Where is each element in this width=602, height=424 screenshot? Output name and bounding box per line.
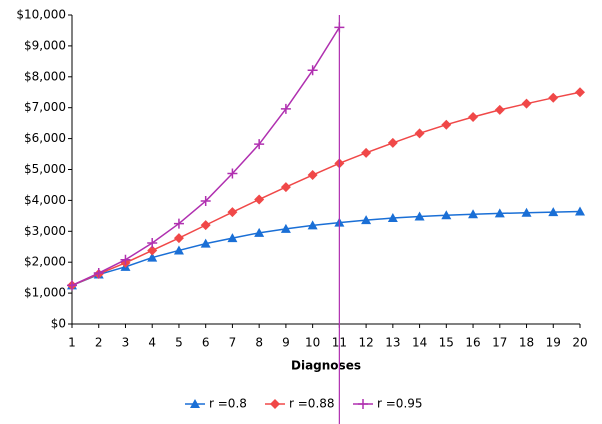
x-tick-label: 16	[465, 336, 480, 350]
y-tick-label: $6,000	[24, 131, 66, 145]
marker	[575, 87, 585, 98]
marker	[441, 119, 452, 130]
y-tick-label: $0	[51, 317, 66, 331]
y-tick-label: $8,000	[24, 69, 66, 83]
x-tick-label: 20	[572, 336, 587, 350]
marker	[414, 211, 425, 221]
marker	[254, 194, 265, 205]
marker	[548, 207, 559, 217]
x-tick-label: 13	[385, 336, 400, 350]
legend-marker	[270, 399, 280, 409]
x-tick-label: 17	[492, 336, 507, 350]
x-tick-label: 7	[229, 336, 237, 350]
x-tick-label: 5	[175, 336, 183, 350]
y-tick-label: $3,000	[24, 224, 66, 238]
marker	[575, 206, 585, 216]
marker	[147, 245, 158, 256]
series-line	[71, 91, 581, 287]
marker	[494, 104, 505, 115]
marker	[227, 168, 238, 179]
legend-label: r =0.8	[209, 397, 247, 411]
x-tick-label: 8	[255, 336, 263, 350]
x-tick-label: 12	[358, 336, 373, 350]
marker	[521, 207, 532, 217]
y-tick-label: $10,000	[16, 8, 66, 22]
marker	[173, 245, 184, 255]
marker	[227, 207, 238, 218]
legend-label: r =0.88	[289, 397, 335, 411]
marker	[200, 220, 211, 231]
x-tick-label: 4	[148, 336, 156, 350]
y-tick-label: $1,000	[24, 286, 66, 300]
legend-marker	[358, 399, 368, 409]
series-line	[71, 210, 581, 287]
x-tick-label: 6	[202, 336, 210, 350]
marker	[441, 210, 452, 220]
marker	[307, 220, 318, 230]
marker	[173, 233, 184, 244]
marker	[227, 233, 238, 243]
marker	[521, 98, 532, 109]
x-axis-label: Diagnoses	[291, 359, 361, 373]
x-tick-label: 9	[282, 336, 290, 350]
marker	[200, 238, 211, 248]
marker	[120, 254, 131, 265]
y-tick-label: $7,000	[24, 100, 66, 114]
marker	[307, 170, 318, 181]
marker	[147, 252, 158, 262]
marker	[280, 103, 291, 114]
marker	[93, 268, 104, 279]
marker	[387, 137, 398, 148]
marker	[280, 223, 291, 233]
marker	[200, 196, 211, 207]
marker	[468, 111, 479, 122]
x-tick-label: 14	[412, 336, 427, 350]
marker	[147, 238, 158, 249]
marker	[307, 65, 318, 76]
marker	[494, 208, 505, 218]
y-tick-label: $2,000	[24, 255, 66, 269]
marker	[387, 213, 398, 223]
marker	[254, 227, 265, 237]
legend-marker	[190, 399, 200, 408]
y-tick-label: $4,000	[24, 193, 66, 207]
x-tick-label: 2	[95, 336, 103, 350]
y-tick-label: $9,000	[24, 38, 66, 52]
x-tick-label: 18	[519, 336, 534, 350]
marker	[254, 139, 265, 150]
x-tick-label: 15	[439, 336, 454, 350]
legend-label: r =0.95	[377, 397, 423, 411]
marker	[67, 280, 77, 291]
x-tick-label: 1	[68, 336, 76, 350]
marker	[468, 209, 479, 219]
marker	[548, 92, 559, 103]
x-tick-label: 19	[546, 336, 561, 350]
marker	[361, 147, 372, 158]
x-tick-label: 10	[305, 336, 320, 350]
x-tick-label: 3	[122, 336, 130, 350]
marker	[414, 128, 425, 139]
marker	[361, 215, 372, 225]
marker	[173, 218, 184, 229]
y-tick-label: $5,000	[24, 162, 66, 176]
marker	[280, 182, 291, 193]
